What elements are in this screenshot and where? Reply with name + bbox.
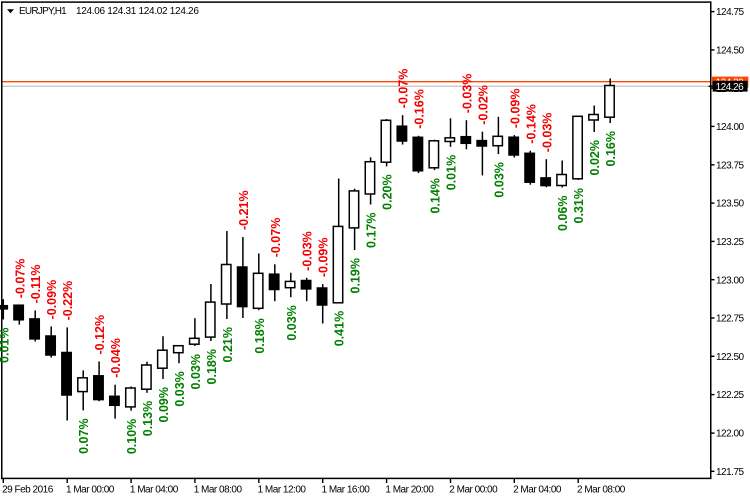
svg-text:0.18%: 0.18%	[253, 318, 267, 353]
svg-text:-0.03%: -0.03%	[301, 231, 315, 271]
svg-text:0.03%: 0.03%	[492, 162, 506, 197]
svg-text:1 Mar 04:00: 1 Mar 04:00	[130, 484, 179, 495]
svg-text:1 Mar 16:00: 1 Mar 16:00	[322, 484, 371, 495]
svg-text:123.50: 123.50	[716, 199, 745, 210]
svg-text:123.00: 123.00	[716, 275, 745, 286]
svg-text:-0.16%: -0.16%	[413, 89, 427, 129]
svg-text:-0.12%: -0.12%	[93, 315, 107, 355]
svg-text:-0.09%: -0.09%	[317, 237, 331, 277]
svg-text:0.21%: 0.21%	[221, 327, 235, 362]
svg-text:0.09%: 0.09%	[157, 387, 171, 422]
svg-text:0.20%: 0.20%	[381, 174, 395, 209]
svg-text:-0.09%: -0.09%	[45, 280, 59, 320]
svg-text:0.41%: 0.41%	[333, 311, 347, 346]
svg-text:2 Mar 00:00: 2 Mar 00:00	[449, 484, 498, 495]
svg-text:1 Mar 08:00: 1 Mar 08:00	[194, 484, 243, 495]
svg-text:-0.11%: -0.11%	[29, 264, 43, 303]
svg-text:1 Mar 00:00: 1 Mar 00:00	[66, 484, 115, 495]
svg-text:121.75: 121.75	[716, 467, 745, 478]
svg-text:-0.04%: -0.04%	[109, 338, 123, 378]
svg-text:122.00: 122.00	[716, 429, 745, 440]
svg-text:0.06%: 0.06%	[556, 196, 570, 231]
svg-text:EURJPY,H1: EURJPY,H1	[19, 6, 67, 17]
svg-text:29 Feb 2016: 29 Feb 2016	[2, 484, 54, 495]
svg-text:0.03%: 0.03%	[285, 305, 299, 340]
svg-text:-0.21%: -0.21%	[237, 190, 251, 230]
svg-text:1 Mar 12:00: 1 Mar 12:00	[258, 484, 307, 495]
svg-text:123.25: 123.25	[716, 237, 745, 248]
svg-text:0.31%: 0.31%	[572, 188, 586, 223]
svg-text:0.01%: 0.01%	[445, 155, 459, 190]
svg-text:124.00: 124.00	[716, 122, 745, 133]
svg-text:-0.07%: -0.07%	[269, 218, 283, 258]
svg-text:0.03%: 0.03%	[173, 371, 187, 406]
svg-text:-0.09%: -0.09%	[508, 88, 522, 128]
svg-text:0.02%: 0.02%	[588, 140, 602, 175]
svg-text:0.17%: 0.17%	[365, 213, 379, 248]
svg-text:-0.03%: -0.03%	[540, 113, 554, 153]
svg-text:0.13%: 0.13%	[141, 401, 155, 436]
svg-text:124.26: 124.26	[716, 82, 745, 93]
svg-text:124.75: 124.75	[716, 7, 745, 18]
svg-text:-0.07%: -0.07%	[13, 259, 27, 299]
svg-text:2 Mar 08:00: 2 Mar 08:00	[577, 484, 626, 495]
svg-text:0.01%: 0.01%	[0, 328, 11, 363]
svg-text:-0.03%: -0.03%	[460, 74, 474, 114]
svg-text:0.03%: 0.03%	[189, 354, 203, 389]
svg-text:124.06 124.31 124.02 124.26: 124.06 124.31 124.02 124.26	[76, 6, 199, 17]
svg-text:1 Mar 20:00: 1 Mar 20:00	[385, 484, 434, 495]
svg-text:0.18%: 0.18%	[205, 349, 219, 384]
svg-text:-0.02%: -0.02%	[476, 85, 490, 125]
svg-text:2 Mar 04:00: 2 Mar 04:00	[513, 484, 562, 495]
svg-text:0.07%: 0.07%	[77, 418, 91, 453]
svg-text:0.19%: 0.19%	[349, 258, 363, 293]
svg-text:-0.07%: -0.07%	[397, 69, 411, 109]
svg-text:-0.22%: -0.22%	[61, 281, 75, 321]
svg-text:0.10%: 0.10%	[125, 419, 139, 454]
svg-text:122.75: 122.75	[716, 314, 745, 325]
svg-text:122.50: 122.50	[716, 352, 745, 363]
svg-text:-0.14%: -0.14%	[524, 104, 538, 144]
svg-text:122.25: 122.25	[716, 390, 745, 401]
svg-text:123.75: 123.75	[716, 160, 745, 171]
svg-text:0.14%: 0.14%	[429, 178, 443, 213]
svg-text:0.16%: 0.16%	[604, 131, 618, 166]
svg-text:124.50: 124.50	[716, 46, 745, 57]
